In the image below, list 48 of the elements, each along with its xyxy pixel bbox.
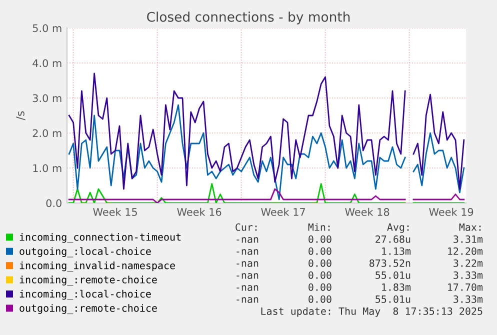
text: Max: (459, 223, 481, 231)
text: 873.52n (369, 259, 410, 267)
text: -nan (236, 285, 258, 291)
text: Cur: (236, 223, 257, 231)
legend-label: outgoing_:remote-choice (20, 304, 157, 314)
text: 27.68u (376, 235, 410, 243)
text: 0.00 (308, 271, 332, 279)
y-tick-label: 4.0 m (32, 59, 62, 68)
text: 12.20m (448, 247, 483, 255)
x-tick-label: Week 19 (429, 208, 474, 216)
y-tick-label: 2.0 m (32, 129, 62, 138)
text: 1.83m (382, 283, 411, 291)
text: -nan (236, 249, 258, 255)
text: -nan (236, 273, 258, 279)
text: 0.00 (308, 235, 332, 243)
x-tick-label: Week 17 (261, 208, 305, 216)
text: 3.31m (454, 235, 483, 243)
y-axis-title: /s (16, 111, 26, 120)
legend-label: incoming_:local-choice (20, 290, 151, 300)
text: 3.33m (454, 295, 483, 303)
text: 0.00 (308, 247, 332, 255)
legend-label: outgoing_:local-choice (20, 247, 151, 258)
y-tick-label: 5.0 m (32, 24, 62, 32)
legend-label: incoming_:remote-choice (20, 276, 157, 286)
text: Avg: (387, 223, 409, 233)
chart-title: Closed connections - by month (147, 12, 350, 24)
text: -nan (236, 261, 258, 267)
text: 0.00 (308, 259, 332, 267)
text: 1.13m (382, 247, 411, 255)
y-tick-label: 3.0 m (32, 94, 62, 102)
text: 55.01u (376, 271, 410, 279)
text: 0.00 (308, 295, 332, 303)
legend-label: incoming_connection-timeout (20, 233, 181, 244)
text: Min: (308, 223, 330, 231)
text: 3.33m (454, 271, 483, 279)
text: 17.70m (448, 283, 483, 291)
text: 0.00 (308, 283, 332, 291)
text: -nan (236, 297, 258, 303)
x-tick-label: Week 15 (93, 208, 137, 216)
legend-label: incoming_invalid-namespace (20, 261, 175, 272)
y-tick-label: 1.0 m (33, 164, 62, 172)
x-tick-label: Week 18 (345, 208, 390, 216)
text: 3.22m (454, 259, 483, 267)
text: -nan (236, 237, 258, 243)
x-tick-label: Week 16 (177, 208, 222, 216)
y-tick-label: 0.0 (46, 199, 62, 208)
text: 55.01u (376, 295, 410, 303)
text: Last update: Thu May 8 17:35:13 2025 (261, 307, 482, 317)
